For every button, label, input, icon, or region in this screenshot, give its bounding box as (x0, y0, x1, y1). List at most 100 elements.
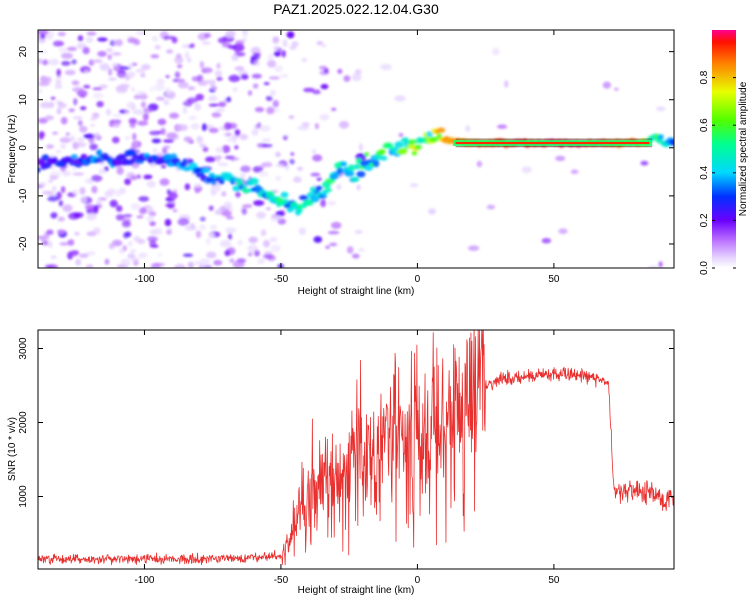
noise-blob (141, 101, 146, 108)
noise-blob (47, 58, 60, 66)
noise-blob (130, 175, 137, 181)
noise-blob (49, 171, 61, 178)
noise-blob (338, 120, 350, 129)
noise-blob (60, 144, 66, 149)
noise-blob (253, 200, 265, 206)
noise-blob (272, 99, 279, 108)
noise-blob (166, 229, 172, 235)
noise-blob (86, 31, 97, 36)
noise-blob (289, 45, 297, 50)
noise-blob (217, 37, 227, 44)
noise-blob (128, 118, 137, 125)
noise-blob (273, 51, 282, 57)
noise-blob (75, 258, 82, 266)
colorbar-tick-label: 0.0 (699, 261, 710, 275)
signal-blob (163, 153, 173, 161)
noise-blob (217, 162, 229, 167)
noise-blob (165, 75, 170, 79)
noise-blob (201, 41, 211, 45)
noise-blob (314, 123, 319, 130)
noise-blob (153, 227, 163, 236)
noise-blob (111, 52, 122, 56)
noise-blob (127, 37, 139, 44)
noise-blob (146, 215, 154, 223)
noise-blob (77, 35, 84, 42)
noise-blob (174, 56, 184, 64)
y-tick-label: 2000 (18, 411, 29, 434)
noise-blob (62, 204, 73, 213)
noise-blob (177, 81, 189, 89)
noise-blob (71, 80, 80, 86)
noise-blob (174, 264, 186, 268)
noise-blob (297, 125, 310, 131)
noise-blob (205, 238, 211, 245)
noise-blob (86, 213, 97, 220)
signal-blob (336, 167, 343, 175)
colorbar-ticks: 0.0 0.2 0.4 0.6 0.8 (699, 70, 736, 275)
noise-blob (115, 85, 128, 92)
noise-blob (234, 129, 241, 137)
noise-blob (468, 245, 480, 251)
snr-y-axis-label: SNR (10 * v/v) (7, 417, 18, 481)
noise-blob (274, 164, 285, 168)
noise-blob (272, 36, 280, 44)
noise-blob (42, 190, 53, 195)
noise-blob (318, 65, 328, 70)
noise-blob (65, 132, 70, 136)
signal-blob (340, 161, 348, 167)
noise-blob (124, 178, 131, 186)
noise-blob (486, 204, 496, 210)
noise-blob (125, 136, 130, 140)
noise-blob (55, 149, 62, 154)
noise-blob (261, 161, 273, 168)
noise-blob (155, 96, 165, 101)
noise-blob (80, 106, 87, 111)
noise-blob (216, 155, 221, 163)
noise-blob (296, 166, 304, 171)
signal-blob (385, 143, 394, 149)
signal-blob (380, 155, 388, 161)
noise-blob (316, 177, 322, 181)
signal-blob (96, 149, 102, 156)
noise-blob (124, 110, 131, 114)
noise-blob (78, 253, 89, 258)
noise-blob (222, 145, 231, 154)
noise-blob (54, 83, 63, 90)
noise-blob (97, 37, 108, 42)
noise-blob (57, 31, 66, 37)
noise-blob (286, 31, 295, 39)
noise-blob (135, 91, 147, 96)
noise-blob (266, 106, 275, 115)
noise-blob (50, 212, 58, 219)
noise-blob (269, 236, 278, 242)
noise-blob (59, 137, 72, 144)
noise-blob (224, 249, 231, 257)
noise-blob (236, 52, 246, 57)
noise-blob (253, 59, 261, 67)
noise-blob (123, 214, 133, 218)
signal-blob (428, 136, 439, 143)
noise-blob (112, 113, 122, 118)
noise-blob (182, 106, 188, 115)
noise-blob (92, 59, 103, 63)
noise-blob (91, 174, 103, 182)
noise-blob (215, 108, 226, 113)
noise-blob (351, 73, 362, 82)
noise-blob (267, 59, 277, 68)
noise-blob (127, 240, 133, 247)
noise-blob (259, 125, 271, 132)
noise-blob (265, 95, 273, 101)
signal-blob (280, 191, 289, 198)
spectrogram-y-axis-label: Frequency (Hz) (7, 115, 18, 184)
noise-blob (380, 63, 392, 71)
noise-blob (252, 166, 263, 173)
noise-blob (154, 45, 161, 50)
noise-blob (187, 261, 194, 268)
noise-blob (44, 115, 54, 121)
noise-blob (79, 94, 86, 98)
noise-blob (198, 264, 204, 268)
noise-blob (521, 166, 532, 174)
noise-blob (394, 95, 406, 102)
noise-blob (39, 101, 52, 109)
